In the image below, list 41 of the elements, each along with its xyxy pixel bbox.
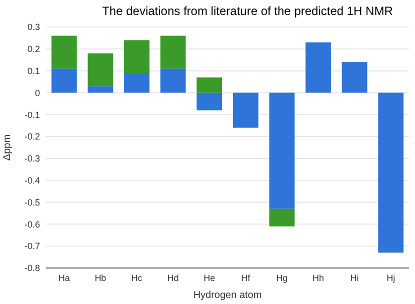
y-tick-label: -0.7 xyxy=(24,241,40,252)
bar xyxy=(124,40,150,74)
y-tick-label: -0.4 xyxy=(24,176,40,186)
bar xyxy=(124,73,150,93)
bar xyxy=(196,77,222,93)
bar xyxy=(342,62,368,93)
y-tick-label: 0 xyxy=(34,88,40,98)
x-tick-label: Hj xyxy=(386,273,396,283)
y-tick-label: 0.3 xyxy=(27,22,40,32)
bar xyxy=(232,92,258,128)
x-axis-title: Hydrogen atom xyxy=(193,290,262,301)
bar xyxy=(378,92,404,253)
chart-title: The deviations from literature of the predicted 1H NMR xyxy=(102,4,394,18)
x-tick-label: Hi xyxy=(350,273,359,283)
x-tick-label: He xyxy=(204,273,216,283)
x-tick-label: Ha xyxy=(58,273,70,283)
y-tick-label: -0.3 xyxy=(24,154,40,164)
y-tick-label: -0.1 xyxy=(24,110,40,120)
x-tick-label: Hf xyxy=(241,273,251,283)
bar xyxy=(160,36,186,69)
y-tick-label: -0.2 xyxy=(24,132,40,142)
bar xyxy=(88,53,114,86)
y-tick-label: -0.8 xyxy=(24,263,40,274)
x-tick-label: Hg xyxy=(276,273,288,283)
y-tick-label: 0.2 xyxy=(27,44,40,54)
bar xyxy=(51,36,77,69)
bar xyxy=(160,68,186,93)
bar xyxy=(88,86,114,93)
x-tick-label: Hd xyxy=(167,273,179,283)
y-tick-label: 0.1 xyxy=(27,66,40,76)
bar xyxy=(196,92,222,110)
y-tick-label: -0.5 xyxy=(24,197,40,208)
bar xyxy=(51,68,77,93)
y-tick-label: -0.6 xyxy=(24,219,40,230)
bar xyxy=(269,92,295,209)
y-axis-title: Δppm xyxy=(2,134,13,161)
x-tick-label: Hb xyxy=(94,273,106,283)
bar xyxy=(269,208,295,226)
x-tick-label: Hc xyxy=(131,273,143,283)
bar xyxy=(306,42,331,93)
x-tick-label: Hh xyxy=(312,273,324,283)
